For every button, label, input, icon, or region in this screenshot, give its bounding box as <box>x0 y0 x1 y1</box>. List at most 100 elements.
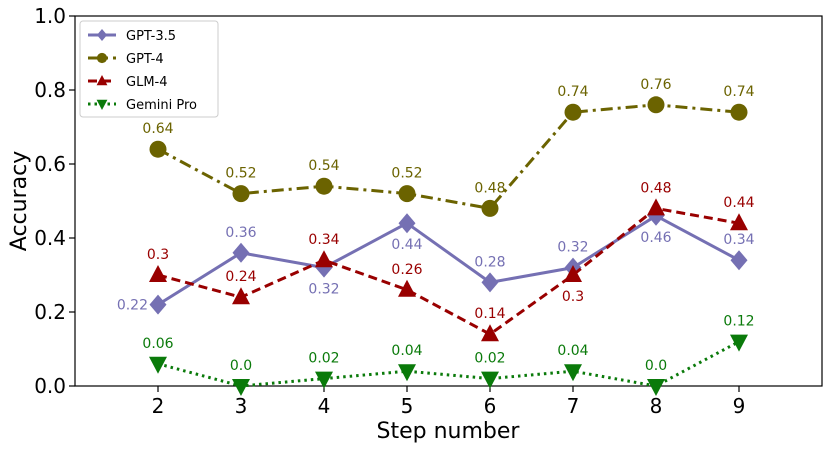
data-point-glm-4 <box>481 324 499 342</box>
plot-frame <box>74 15 823 387</box>
x-tick-label: 4 <box>318 394 331 418</box>
x-tick-label: 2 <box>152 394 165 418</box>
data-label-glm-4: 0.3 <box>147 247 169 263</box>
data-point-gemini-pro <box>647 379 665 396</box>
data-label-gpt-3-5: 0.28 <box>474 254 505 270</box>
data-label-gemini-pro: 0.12 <box>723 314 754 330</box>
plot-area <box>74 15 823 387</box>
data-label-gpt-4: 0.74 <box>723 84 754 100</box>
data-label-gpt-3-5: 0.36 <box>225 225 256 241</box>
data-label-gpt-4: 0.52 <box>391 166 422 182</box>
data-label-glm-4: 0.14 <box>474 306 505 322</box>
data-point-gpt-4 <box>398 185 416 203</box>
legend-label-gpt-3-5: GPT-3.5 <box>126 29 176 44</box>
legend: GPT-3.5 GPT-4 GLM-4 Gemini Pro <box>79 20 219 118</box>
series-gpt-4 <box>149 96 748 217</box>
legend-marker-glm-4 <box>96 75 108 86</box>
y-axis-title: Accuracy <box>7 151 32 251</box>
series-line-gpt-4 <box>157 103 740 210</box>
data-point-gpt-4 <box>232 185 250 203</box>
data-label-gpt-3-5: 0.32 <box>308 282 339 298</box>
legend-label-gemini-pro: Gemini Pro <box>126 98 197 113</box>
data-label-gpt-3-5: 0.32 <box>557 240 588 256</box>
series-glm-4 <box>149 198 748 342</box>
data-point-gemini-pro <box>232 379 250 396</box>
x-tick-label: 5 <box>401 394 414 418</box>
series-gemini-pro <box>149 334 748 396</box>
data-label-gpt-3-5: 0.34 <box>723 232 754 248</box>
data-labels: 0.22 0.36 0.32 0.44 0.28 0.32 0.46 0.34 0.64 0.52… <box>117 77 755 374</box>
x-tick-label: 9 <box>733 394 746 418</box>
data-point-gpt-3-5 <box>730 250 748 271</box>
data-point-glm-4 <box>564 265 582 282</box>
x-axis: 2 3 4 5 6 7 8 9 <box>152 386 746 418</box>
data-label-glm-4: 0.34 <box>308 232 339 248</box>
y-tick-label: 0.8 <box>34 78 66 102</box>
series-line-glm-4 <box>157 206 740 336</box>
data-label-gemini-pro: 0.0 <box>645 358 667 374</box>
data-label-glm-4: 0.24 <box>225 269 256 285</box>
x-tick-label: 7 <box>567 394 580 418</box>
data-point-gpt-3-5 <box>481 272 499 293</box>
series-line-gpt-3-5 <box>157 214 740 306</box>
legend-label-gpt-4: GPT-4 <box>126 52 164 67</box>
data-label-gpt-4: 0.74 <box>557 84 588 100</box>
y-tick-label: 0.0 <box>34 374 66 398</box>
data-label-gpt-4: 0.76 <box>640 77 671 93</box>
data-label-gemini-pro: 0.04 <box>557 343 588 359</box>
data-point-gpt-4 <box>647 96 665 114</box>
data-point-glm-4 <box>647 198 665 216</box>
legend-marker-gpt-4 <box>96 52 108 64</box>
y-tick-label: 0.2 <box>34 300 66 324</box>
data-point-glm-4 <box>149 265 167 282</box>
data-label-glm-4: 0.44 <box>723 195 754 211</box>
series-line-gemini-pro <box>157 340 740 388</box>
x-tick-label: 8 <box>650 394 663 418</box>
data-point-glm-4 <box>232 287 250 305</box>
data-point-glm-4 <box>315 250 333 268</box>
data-label-gemini-pro: 0.02 <box>474 351 505 367</box>
series-layer <box>149 96 748 396</box>
data-point-glm-4 <box>398 279 416 297</box>
data-label-glm-4: 0.26 <box>391 262 422 278</box>
y-tick-label: 0.6 <box>34 152 66 176</box>
data-point-gemini-pro <box>564 364 582 382</box>
data-label-glm-4: 0.3 <box>562 289 584 305</box>
data-point-gemini-pro <box>149 356 167 374</box>
data-label-gpt-3-5: 0.46 <box>640 230 671 246</box>
data-label-gemini-pro: 0.02 <box>308 351 339 367</box>
data-point-gpt-3-5 <box>149 294 167 315</box>
x-tick-label: 3 <box>235 394 248 418</box>
data-point-glm-4 <box>730 213 748 231</box>
data-point-gemini-pro <box>730 334 748 352</box>
data-point-gemini-pro <box>398 364 416 382</box>
data-label-gpt-3-5: 0.22 <box>117 298 148 314</box>
data-point-gemini-pro <box>315 371 333 389</box>
data-point-gpt-3-5 <box>232 242 250 263</box>
data-point-gpt-4 <box>315 177 333 195</box>
data-label-glm-4: 0.48 <box>640 180 671 196</box>
data-point-gpt-4 <box>149 140 167 158</box>
y-tick-label: 0.4 <box>34 226 66 250</box>
data-point-gpt-4 <box>564 103 582 121</box>
data-label-gpt-4: 0.52 <box>225 166 256 182</box>
data-label-gemini-pro: 0.0 <box>230 358 252 374</box>
data-point-gpt-4 <box>481 199 499 217</box>
legend-label-glm-4: GLM-4 <box>126 75 168 90</box>
x-tick-label: 6 <box>484 394 497 418</box>
data-label-gpt-4: 0.64 <box>142 121 173 137</box>
data-point-gemini-pro <box>481 371 499 389</box>
legend-marker-gemini-pro <box>96 99 108 110</box>
data-label-gemini-pro: 0.06 <box>142 336 173 352</box>
data-label-gpt-4: 0.48 <box>474 180 505 196</box>
data-label-gpt-4: 0.54 <box>308 158 339 174</box>
data-label-gemini-pro: 0.04 <box>391 343 422 359</box>
x-axis-title: Step number <box>377 419 521 444</box>
y-tick-label: 1.0 <box>34 4 66 28</box>
data-point-gpt-3-5 <box>398 213 416 234</box>
legend-box <box>79 20 219 118</box>
y-axis: 0.0 0.2 0.4 0.6 0.8 1.0 <box>34 4 75 398</box>
data-label-gpt-3-5: 0.44 <box>391 237 422 253</box>
data-point-gpt-4 <box>730 103 748 121</box>
